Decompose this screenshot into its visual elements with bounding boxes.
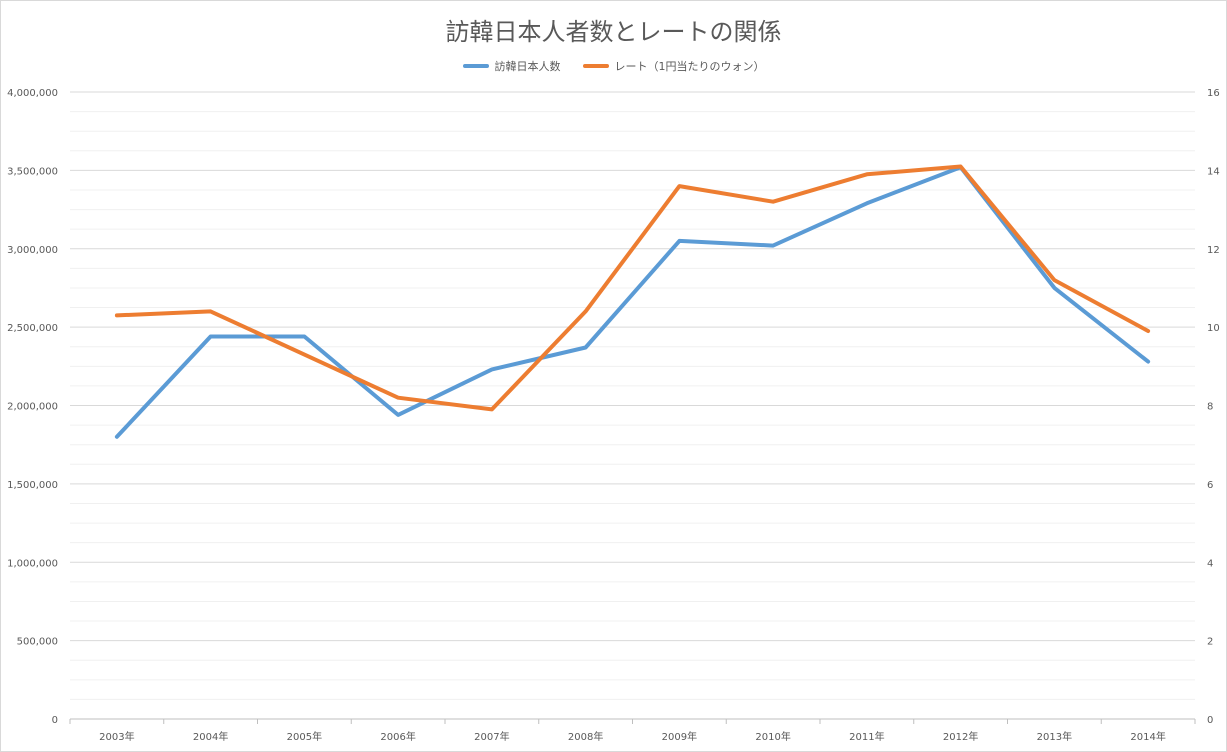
- y-left-tick-label: 2,000,000: [7, 402, 58, 413]
- y-right-tick-label: 0: [1207, 715, 1213, 726]
- y-left-tick-label: 4,000,000: [7, 88, 58, 99]
- legend-item-visitors: 訪韓日本人数: [462, 58, 561, 74]
- legend-label-visitors: 訪韓日本人数: [494, 60, 561, 73]
- y-left-tick-label: 1,500,000: [7, 480, 58, 491]
- y-left-tick-label: 2,500,000: [7, 323, 58, 334]
- x-tick-label: 2009年: [662, 730, 697, 743]
- y-right-tick-label: 6: [1207, 480, 1213, 491]
- legend-swatch-visitors: [462, 64, 489, 68]
- y-left-tick-label: 1,000,000: [7, 558, 58, 569]
- y-left-tick-label: 0: [52, 715, 58, 726]
- x-tick-label: 2014年: [1130, 730, 1165, 743]
- x-tick-label: 2008年: [568, 730, 603, 743]
- legend-item-rate: レート（1円当たりのウォン）: [582, 58, 765, 74]
- y-right-tick-label: 2: [1207, 637, 1213, 648]
- y-left-tick-label: 3,500,000: [7, 166, 58, 177]
- x-tick-label: 2004年: [193, 730, 228, 743]
- x-tick-label: 2013年: [1037, 730, 1072, 743]
- legend: 訪韓日本人数 レート（1円当たりのウォン）: [0, 58, 1227, 74]
- y-left-tick-label: 3,000,000: [7, 245, 58, 256]
- y-right-tick-label: 8: [1207, 402, 1213, 413]
- x-tick-label: 2005年: [287, 730, 322, 743]
- x-tick-label: 2006年: [380, 730, 415, 743]
- y-right-tick-label: 16: [1207, 88, 1220, 99]
- legend-label-rate: レート（1円当たりのウォン）: [614, 60, 765, 73]
- y-left-tick-label: 500,000: [17, 637, 58, 648]
- series-line-rate: [114, 164, 1151, 412]
- x-tick-label: 2012年: [943, 730, 978, 743]
- legend-swatch-rate: [582, 64, 609, 68]
- x-tick-label: 2011年: [849, 730, 884, 743]
- x-tick-label: 2007年: [474, 730, 509, 743]
- y-right-tick-label: 12: [1207, 245, 1220, 256]
- y-right-tick-label: 4: [1207, 558, 1213, 569]
- chart-title: 訪韓日本人者数とレートの関係: [445, 18, 782, 46]
- x-tick-label: 2003年: [99, 730, 134, 743]
- y-right-tick-label: 10: [1207, 323, 1220, 334]
- x-tick-label: 2010年: [755, 730, 790, 743]
- y-right-tick-label: 14: [1207, 166, 1220, 177]
